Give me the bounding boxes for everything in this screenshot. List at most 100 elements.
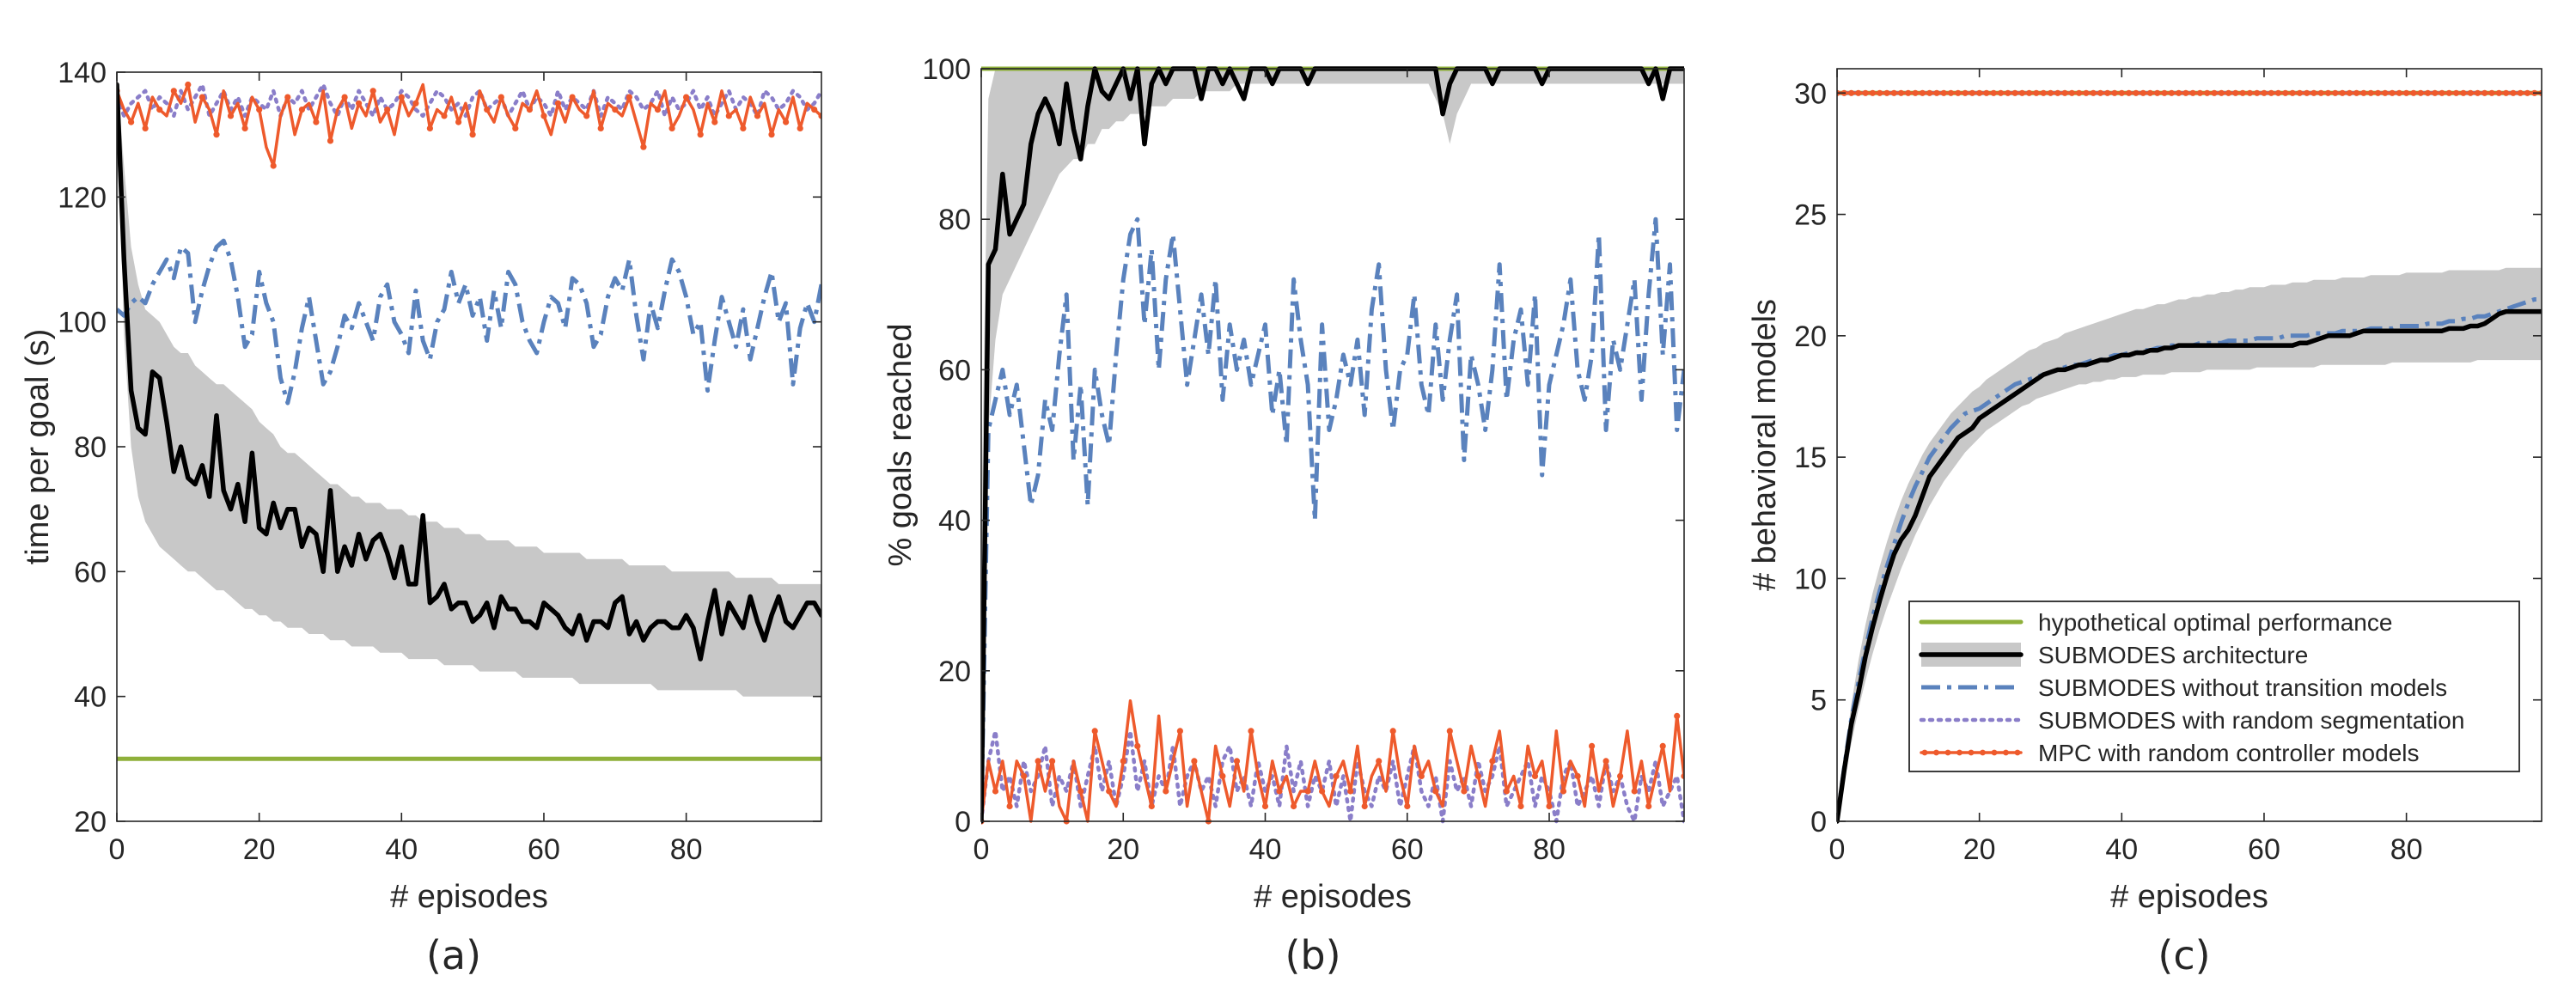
data-point-mpc	[2182, 89, 2189, 96]
legend-marker	[1933, 749, 1939, 756]
legend-entry-random_seg: SUBMODES with random segmentation	[1919, 707, 2464, 734]
data-point-mpc	[1602, 758, 1609, 765]
y-tick-label: 5	[1810, 685, 1827, 717]
data-point-mpc	[2168, 89, 2175, 96]
data-point-mpc	[1248, 728, 1254, 735]
y-tick-label: 60	[938, 354, 971, 387]
legend-entry-no_transition: SUBMODES without transition models	[1921, 674, 2447, 701]
chart-panel-3: 0 20 40 60 80 0 5 10 15 20 25 30 # episodes # behavio…	[1747, 68, 2542, 979]
legend-marker	[2014, 749, 2021, 756]
y-tick-label: 20	[938, 655, 971, 688]
x-axis-label: # episodes	[2110, 879, 2268, 915]
y-tick-label: 40	[938, 505, 971, 538]
data-point-mpc	[2460, 89, 2467, 96]
data-point-mpc	[313, 119, 320, 125]
data-point-mpc	[341, 94, 348, 101]
data-point-mpc	[1361, 802, 1368, 810]
data-point-mpc	[2403, 89, 2410, 96]
data-point-mpc	[2211, 89, 2218, 96]
data-point-mpc	[2389, 89, 2396, 96]
data-point-mpc	[2232, 89, 2239, 96]
legend-marker	[1968, 749, 1975, 756]
data-point-mpc	[1418, 772, 1425, 780]
legend-entry-mpc: MPC with random controller models	[1920, 740, 2420, 766]
data-point-mpc	[2104, 89, 2111, 96]
data-point-mpc	[198, 94, 205, 101]
data-point-mpc	[2467, 89, 2474, 96]
data-point-mpc	[2424, 89, 2432, 96]
data-point-mpc	[2332, 89, 2339, 96]
legend-label: MPC with random controller models	[2038, 740, 2420, 766]
data-point-mpc	[2033, 89, 2040, 96]
y-tick-label: 60	[74, 556, 107, 588]
data-point-mpc	[1276, 788, 1283, 795]
data-point-mpc	[1659, 742, 1666, 750]
data-point-mpc	[2382, 89, 2389, 96]
data-point-mpc	[2353, 89, 2360, 96]
data-point-mpc	[1983, 89, 1990, 96]
data-point-mpc	[2097, 89, 2104, 96]
data-point-mpc	[2054, 89, 2061, 96]
data-point-mpc	[2317, 89, 2324, 96]
data-point-mpc	[2254, 89, 2261, 96]
data-point-mpc	[356, 100, 363, 107]
data-point-mpc	[142, 125, 149, 131]
data-point-mpc	[2261, 89, 2268, 96]
y-tick-label: 100	[922, 53, 971, 86]
y-axis-label: time per goal (s)	[20, 329, 56, 565]
data-point-mpc	[2068, 89, 2075, 96]
x-tick-label: 40	[385, 833, 418, 866]
plot-content	[1837, 89, 2542, 824]
x-tick-label: 20	[243, 833, 276, 866]
data-point-mpc	[1897, 89, 1905, 96]
data-point-mpc	[2360, 89, 2367, 96]
data-point-mpc	[1333, 772, 1340, 780]
legend: hypothetical optimal performance SUBMODES…	[1908, 601, 2520, 772]
data-point-mpc	[1546, 802, 1553, 810]
data-point-mpc	[398, 94, 405, 101]
data-point-mpc	[1877, 89, 1883, 96]
series-markers-mpc	[117, 81, 821, 169]
data-point-mpc	[2374, 89, 2382, 96]
data-point-mpc	[1681, 772, 1684, 779]
x-tick-label: 80	[670, 833, 703, 866]
data-point-mpc	[754, 113, 761, 119]
data-point-mpc	[512, 125, 519, 131]
legend-label: SUBMODES without transition models	[2038, 674, 2447, 701]
x-tick-label: 80	[1533, 833, 1566, 866]
data-point-mpc	[2246, 89, 2253, 96]
data-point-mpc	[668, 125, 675, 131]
y-tick-label: 20	[74, 806, 107, 838]
data-point-mpc	[1589, 742, 1596, 750]
data-point-mpc	[2268, 89, 2274, 96]
data-point-mpc	[2161, 89, 2168, 96]
data-point-mpc	[2339, 89, 2346, 96]
data-point-mpc	[1163, 788, 1169, 795]
data-point-mpc	[455, 119, 462, 125]
data-point-mpc	[697, 131, 704, 138]
data-point-mpc	[2304, 89, 2310, 96]
data-point-mpc	[1855, 89, 1862, 96]
data-point-mpc	[2133, 89, 2140, 96]
data-point-mpc	[1883, 89, 1890, 96]
data-point-mpc	[2410, 89, 2417, 96]
data-point-mpc	[1617, 772, 1624, 780]
data-point-mpc	[2047, 89, 2054, 96]
data-point-mpc	[1319, 788, 1326, 795]
panel-label: (c)	[2158, 932, 2210, 979]
data-point-mpc	[2176, 89, 2182, 96]
data-point-mpc	[540, 113, 547, 119]
y-tick-label: 10	[1794, 563, 1827, 595]
data-point-mpc	[554, 100, 562, 107]
data-point-mpc	[384, 107, 391, 113]
data-point-mpc	[1645, 802, 1652, 810]
data-point-mpc	[2488, 89, 2495, 96]
data-point-mpc	[725, 113, 732, 119]
data-point-mpc	[2011, 89, 2018, 96]
data-point-mpc	[1404, 802, 1411, 810]
legend-entry-submodes: SUBMODES architecture	[1919, 642, 2308, 668]
data-point-mpc	[2196, 89, 2203, 96]
data-point-mpc	[2111, 89, 2118, 96]
data-point-mpc	[1531, 772, 1539, 780]
data-point-mpc	[526, 107, 534, 113]
